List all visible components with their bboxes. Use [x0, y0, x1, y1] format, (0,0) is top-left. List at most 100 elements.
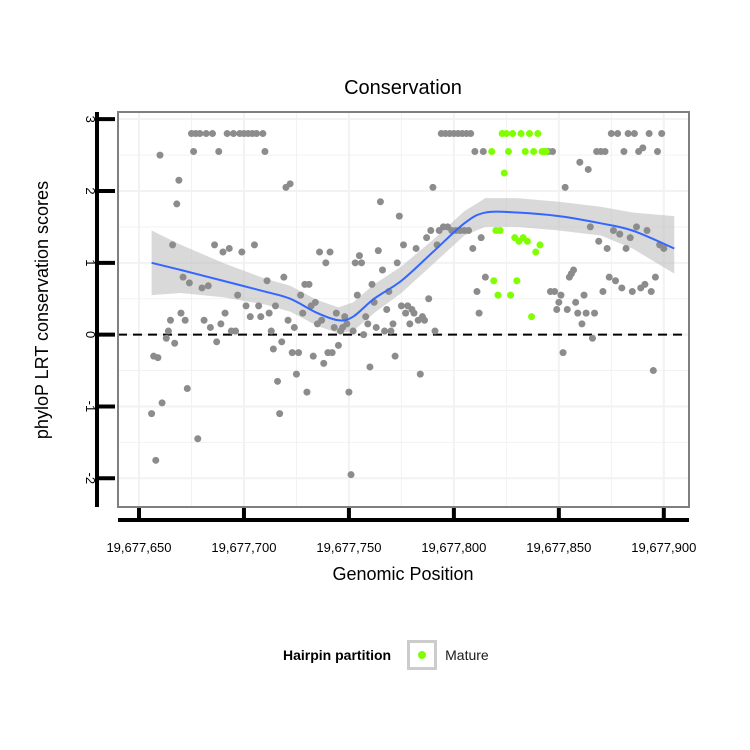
- point-other: [595, 237, 603, 245]
- point-other: [292, 370, 300, 378]
- point-other: [343, 320, 351, 328]
- point-other: [416, 370, 424, 378]
- legend-dot-mature: [418, 651, 427, 659]
- point-other: [179, 273, 187, 281]
- confidence-band: [151, 198, 675, 334]
- point-other: [175, 176, 183, 184]
- point-mature: [534, 130, 542, 138]
- y-axis-label: phyloP LRT conservation scores: [32, 181, 52, 439]
- point-mature: [525, 130, 533, 138]
- point-other: [284, 316, 292, 324]
- x-tick-label: 19,677,800: [421, 540, 486, 555]
- point-other: [551, 288, 559, 296]
- point-other: [622, 244, 630, 252]
- legend: Hairpin partition Mature: [283, 640, 489, 670]
- point-other: [341, 313, 349, 321]
- point-other: [607, 130, 615, 138]
- points-mature: [488, 130, 550, 321]
- point-other: [572, 298, 580, 306]
- point-other: [246, 313, 254, 321]
- point-other: [295, 349, 303, 357]
- point-other: [185, 279, 193, 287]
- point-mature: [530, 148, 538, 155]
- point-other: [362, 313, 370, 321]
- point-other: [181, 316, 189, 324]
- point-other: [372, 323, 380, 331]
- point-other: [234, 291, 242, 299]
- point-other: [387, 327, 395, 335]
- x-tick-label: 19,677,650: [106, 540, 171, 555]
- panel-border: [117, 111, 690, 508]
- point-other: [166, 316, 174, 324]
- point-other: [353, 291, 361, 299]
- point-other: [238, 248, 246, 256]
- x-tick-label: 19,677,900: [631, 540, 696, 555]
- point-other: [639, 144, 647, 152]
- point-other: [376, 198, 384, 206]
- point-other: [311, 298, 319, 306]
- point-other: [305, 280, 313, 288]
- point-other: [465, 227, 473, 234]
- point-other: [200, 316, 208, 324]
- point-other: [242, 302, 250, 310]
- point-other: [628, 288, 636, 296]
- point-other: [322, 259, 330, 267]
- point-mature: [502, 130, 510, 138]
- y-tick-label: 2: [83, 187, 98, 194]
- point-mature: [517, 130, 525, 138]
- point-other: [393, 259, 401, 267]
- point-other: [582, 309, 590, 317]
- point-mature: [507, 291, 515, 299]
- point-other: [171, 339, 179, 347]
- point-other: [274, 377, 282, 385]
- point-other: [620, 148, 628, 155]
- point-other: [196, 130, 204, 138]
- point-other: [194, 435, 202, 443]
- point-other: [601, 148, 609, 155]
- point-other: [563, 306, 571, 313]
- point-other: [658, 130, 666, 138]
- point-mature: [504, 148, 512, 155]
- point-other: [280, 273, 288, 281]
- point-mature: [513, 277, 521, 285]
- point-other: [358, 259, 366, 267]
- point-other: [154, 354, 162, 362]
- legend-label-mature: Mature: [445, 647, 489, 663]
- point-other: [265, 309, 273, 317]
- point-other: [316, 248, 324, 256]
- point-mature: [528, 313, 536, 321]
- point-other: [318, 316, 326, 324]
- point-other: [580, 291, 588, 299]
- point-other: [574, 309, 582, 317]
- point-other: [288, 349, 296, 357]
- point-other: [164, 327, 172, 335]
- point-other: [148, 410, 156, 418]
- point-other: [603, 244, 611, 252]
- point-other: [221, 309, 229, 317]
- point-other: [412, 244, 420, 252]
- point-other: [395, 212, 403, 220]
- point-other: [225, 244, 233, 252]
- point-other: [383, 306, 391, 313]
- loess-line: [151, 210, 675, 322]
- legend-title: Hairpin partition: [283, 647, 392, 663]
- point-other: [217, 320, 225, 328]
- point-other: [481, 273, 489, 281]
- point-other: [347, 471, 355, 479]
- point-other: [578, 320, 586, 328]
- point-other: [198, 284, 206, 292]
- point-other: [213, 338, 221, 346]
- point-other: [612, 277, 620, 285]
- point-other: [334, 341, 342, 349]
- point-other: [651, 273, 659, 281]
- point-other: [425, 295, 433, 303]
- point-other: [158, 399, 166, 407]
- point-other: [286, 180, 294, 188]
- point-mature: [500, 169, 508, 177]
- point-other: [624, 130, 632, 138]
- point-other: [406, 320, 414, 328]
- point-other: [423, 234, 431, 242]
- point-other: [559, 349, 567, 357]
- point-other: [215, 148, 223, 155]
